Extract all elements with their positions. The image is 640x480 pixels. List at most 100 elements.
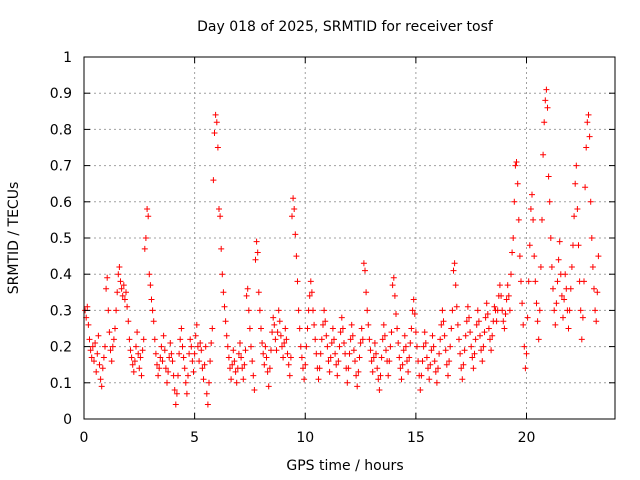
data-point [124, 303, 131, 310]
data-point [308, 289, 315, 296]
data-point [189, 358, 196, 365]
data-point [487, 336, 493, 343]
data-point [239, 365, 246, 372]
data-point [250, 372, 257, 379]
data-point [104, 274, 111, 281]
data-point [573, 162, 580, 169]
x-tick-label: 15 [407, 430, 425, 446]
data-point [86, 336, 93, 343]
data-point [91, 358, 97, 365]
data-point [333, 361, 340, 368]
data-point [253, 238, 260, 245]
data-point [182, 379, 189, 386]
data-point [568, 264, 575, 270]
data-point [555, 256, 562, 263]
data-point [354, 383, 361, 390]
data-point [243, 292, 250, 299]
data-point [324, 343, 331, 350]
chart-title: Day 018 of 2025, SRMTID for receiver tos… [197, 19, 494, 35]
data-point [400, 347, 407, 354]
data-point [493, 318, 500, 325]
data-point [135, 350, 142, 357]
data-point [352, 358, 358, 365]
data-point [530, 216, 537, 223]
data-point [115, 271, 122, 278]
data-point [139, 347, 146, 354]
data-point [536, 307, 543, 314]
data-point [212, 111, 219, 118]
data-point [283, 336, 290, 343]
data-point [96, 361, 103, 368]
data-point [93, 368, 100, 375]
data-point [316, 365, 323, 372]
data-point [317, 350, 324, 357]
data-point [307, 278, 314, 285]
data-point [577, 307, 584, 314]
data-point [279, 343, 285, 350]
data-point [453, 303, 460, 310]
data-point [284, 350, 291, 357]
data-point [523, 350, 530, 357]
data-point [561, 296, 568, 303]
data-point [362, 267, 368, 274]
data-point [171, 387, 178, 393]
data-point [193, 321, 200, 328]
data-point [452, 282, 459, 289]
data-point [228, 376, 235, 383]
data-point [152, 350, 159, 357]
data-point [399, 361, 406, 368]
data-point [290, 195, 297, 202]
data-point [374, 365, 381, 372]
data-point [433, 379, 440, 386]
data-point [489, 332, 496, 339]
data-point [423, 354, 430, 361]
data-point [94, 350, 101, 357]
data-point [303, 343, 310, 350]
data-point [117, 278, 124, 285]
data-point [266, 365, 273, 372]
data-point [479, 358, 486, 365]
data-point [572, 180, 579, 187]
data-point [499, 307, 506, 314]
data-point [156, 365, 163, 372]
data-point [535, 336, 542, 343]
data-point [390, 274, 397, 281]
y-tick-label: 0.4 [50, 267, 72, 283]
data-point [178, 325, 185, 332]
data-point [301, 376, 308, 383]
data-point [164, 379, 170, 386]
data-point [88, 354, 95, 361]
data-point [356, 354, 363, 361]
data-point [558, 292, 565, 299]
data-point [588, 235, 595, 241]
data-point [439, 307, 446, 314]
data-point [252, 256, 259, 263]
axis-ticks: 00.10.20.30.40.50.60.70.80.910 5 10 15 20 [50, 50, 615, 446]
data-point [322, 318, 329, 325]
data-point [388, 329, 395, 336]
data-point [527, 206, 534, 212]
data-point [515, 216, 522, 223]
data-point [146, 271, 153, 278]
data-point [315, 376, 322, 383]
data-point [551, 307, 558, 314]
data-point [123, 289, 129, 296]
data-point [248, 343, 254, 350]
data-point [271, 321, 278, 328]
data-point [169, 358, 176, 365]
data-point [442, 347, 449, 354]
data-point [285, 361, 292, 368]
data-point [357, 340, 364, 346]
data-point [269, 329, 276, 336]
data-point [422, 340, 429, 346]
data-point [321, 307, 328, 314]
data-point [302, 361, 309, 368]
data-point [375, 376, 382, 383]
data-point [478, 347, 485, 354]
data-point [525, 278, 532, 285]
data-point [466, 314, 472, 321]
data-point [103, 285, 110, 292]
data-point [365, 321, 372, 328]
